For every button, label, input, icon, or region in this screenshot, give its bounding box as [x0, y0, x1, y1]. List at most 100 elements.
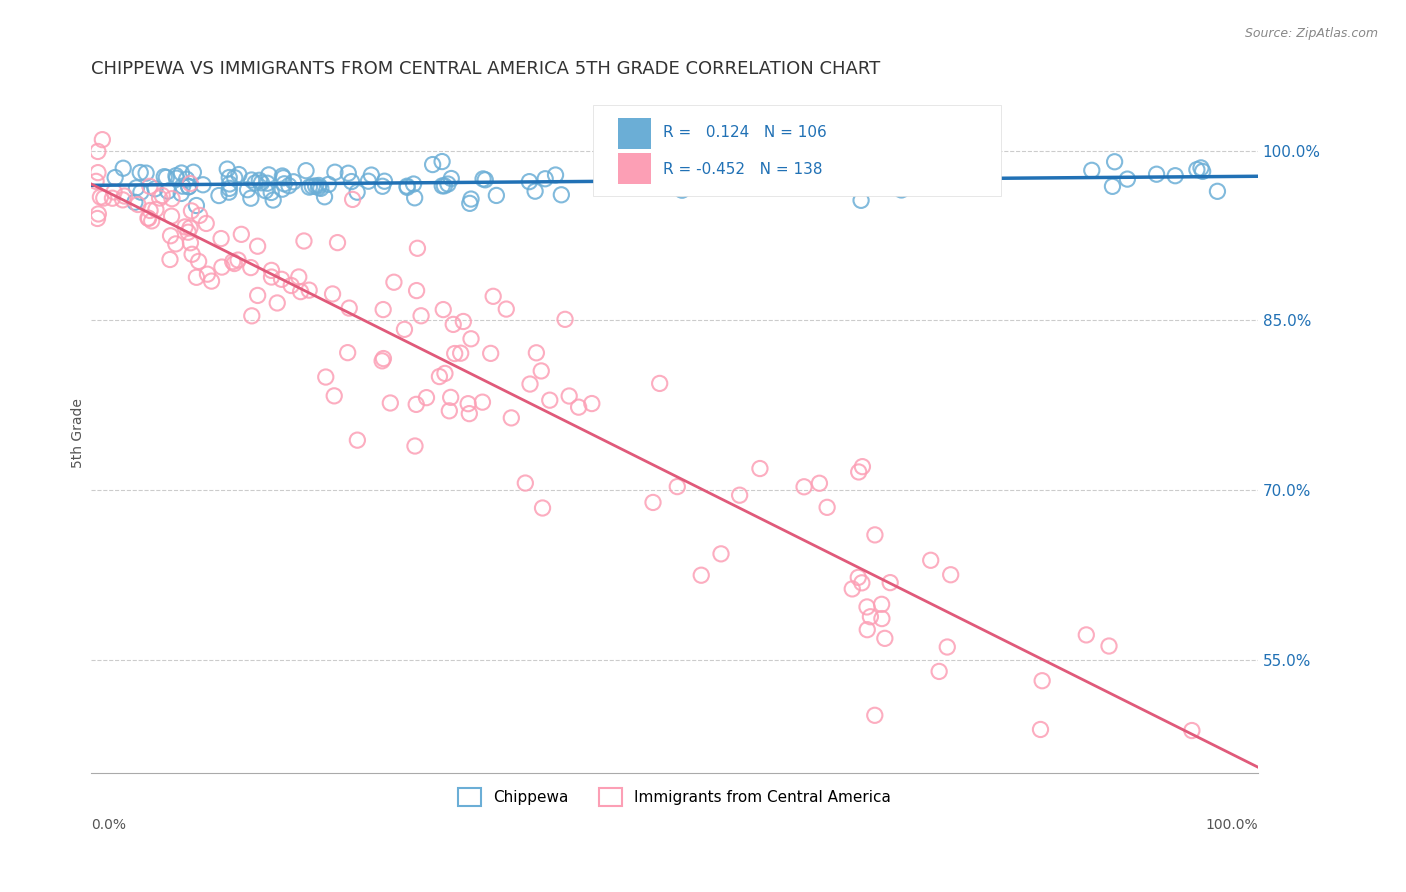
Point	[723, 171, 745, 186]
Point	[124, 195, 146, 210]
Point	[156, 184, 179, 198]
Point	[129, 165, 152, 179]
Point	[87, 166, 110, 180]
Point	[641, 495, 664, 509]
Point	[221, 254, 243, 268]
Text: Source: ZipAtlas.com: Source: ZipAtlas.com	[1244, 27, 1378, 40]
Point	[183, 165, 205, 179]
Point	[439, 404, 461, 418]
Bar	[619, 153, 651, 184]
Point	[250, 176, 273, 190]
Point	[298, 180, 321, 194]
Point	[254, 184, 277, 198]
Point	[177, 179, 200, 194]
Point	[278, 178, 301, 193]
Point	[209, 231, 232, 245]
Point	[859, 609, 882, 624]
Point	[1181, 723, 1204, 738]
Point	[357, 174, 380, 188]
Point	[160, 209, 183, 223]
Point	[308, 178, 330, 193]
Point	[224, 256, 246, 270]
Point	[939, 567, 962, 582]
Point	[172, 179, 194, 194]
Text: 0.0%: 0.0%	[91, 818, 125, 832]
Point	[1076, 628, 1098, 642]
Point	[441, 318, 464, 332]
Point	[112, 161, 135, 176]
Point	[87, 207, 110, 221]
Point	[432, 178, 454, 193]
Point	[479, 346, 502, 360]
Point	[394, 322, 416, 336]
Point	[710, 547, 733, 561]
Point	[1031, 673, 1053, 688]
Point	[246, 239, 269, 253]
Point	[318, 178, 340, 192]
Point	[271, 182, 294, 196]
Point	[139, 179, 162, 194]
Point	[336, 345, 359, 359]
Point	[728, 488, 751, 502]
Point	[1081, 163, 1104, 178]
Point	[138, 211, 160, 226]
Point	[851, 575, 873, 590]
Point	[211, 260, 233, 274]
Point	[304, 178, 326, 193]
Point	[186, 270, 208, 285]
Point	[239, 260, 262, 275]
Point	[373, 174, 395, 188]
Point	[524, 184, 547, 198]
Point	[460, 192, 482, 206]
Point	[308, 180, 330, 194]
Point	[409, 309, 432, 323]
Point	[793, 480, 815, 494]
Point	[187, 254, 209, 268]
Point	[153, 169, 176, 184]
Point	[323, 389, 346, 403]
Point	[271, 170, 294, 185]
Point	[295, 163, 318, 178]
Text: R =   0.124   N = 106: R = 0.124 N = 106	[662, 125, 827, 140]
Point	[93, 191, 115, 205]
Point	[104, 170, 127, 185]
Point	[226, 253, 249, 268]
Point	[457, 397, 479, 411]
Point	[863, 708, 886, 723]
Point	[460, 332, 482, 346]
Point	[405, 284, 427, 298]
Point	[280, 278, 302, 293]
Point	[224, 170, 246, 185]
Point	[404, 191, 426, 205]
Point	[326, 235, 349, 250]
Point	[429, 369, 451, 384]
Point	[1189, 161, 1212, 175]
Point	[380, 396, 402, 410]
Point	[86, 211, 108, 226]
Point	[186, 198, 208, 212]
Point	[103, 185, 125, 199]
Point	[544, 168, 567, 182]
Point	[870, 597, 893, 611]
Point	[849, 194, 872, 208]
Point	[247, 173, 270, 187]
Point	[404, 439, 426, 453]
Text: CHIPPEWA VS IMMIGRANTS FROM CENTRAL AMERICA 5TH GRADE CORRELATION CHART: CHIPPEWA VS IMMIGRANTS FROM CENTRAL AMER…	[91, 60, 880, 78]
Point	[373, 351, 395, 366]
Point	[558, 389, 581, 403]
Point	[180, 203, 202, 218]
Point	[373, 302, 395, 317]
Point	[396, 179, 419, 194]
Point	[530, 364, 553, 378]
Point	[243, 176, 266, 190]
Point	[848, 465, 870, 479]
Point	[200, 274, 222, 288]
Point	[846, 570, 869, 584]
Point	[170, 186, 193, 201]
Point	[165, 236, 187, 251]
Point	[1029, 723, 1052, 737]
Point	[1098, 639, 1121, 653]
Point	[474, 173, 496, 187]
Point	[748, 461, 770, 475]
Point	[231, 227, 253, 242]
